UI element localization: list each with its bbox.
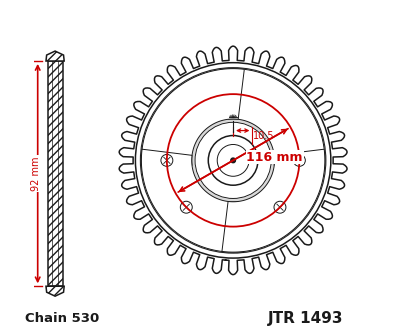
Text: 116 mm: 116 mm [246,151,303,164]
Polygon shape [217,69,324,176]
Bar [48,61,62,286]
Polygon shape [141,149,244,252]
Polygon shape [217,145,324,252]
Circle shape [119,46,347,275]
Bar [48,61,62,286]
Circle shape [294,154,305,166]
Text: 10.5: 10.5 [253,131,275,141]
Circle shape [140,67,326,253]
Polygon shape [141,68,244,172]
Polygon shape [46,286,64,296]
Text: JTR 1493: JTR 1493 [268,311,344,326]
Polygon shape [119,46,347,275]
Text: 92 mm: 92 mm [31,156,41,191]
Circle shape [231,158,236,163]
Circle shape [274,201,286,213]
Text: Chain 530: Chain 530 [26,312,100,325]
Circle shape [136,64,330,257]
Circle shape [208,136,258,185]
Polygon shape [222,149,325,252]
Polygon shape [46,51,64,61]
Circle shape [217,145,249,176]
Circle shape [180,201,192,213]
Polygon shape [222,68,325,172]
Polygon shape [142,69,249,176]
Circle shape [161,154,173,166]
Circle shape [195,122,271,198]
Polygon shape [142,145,249,252]
